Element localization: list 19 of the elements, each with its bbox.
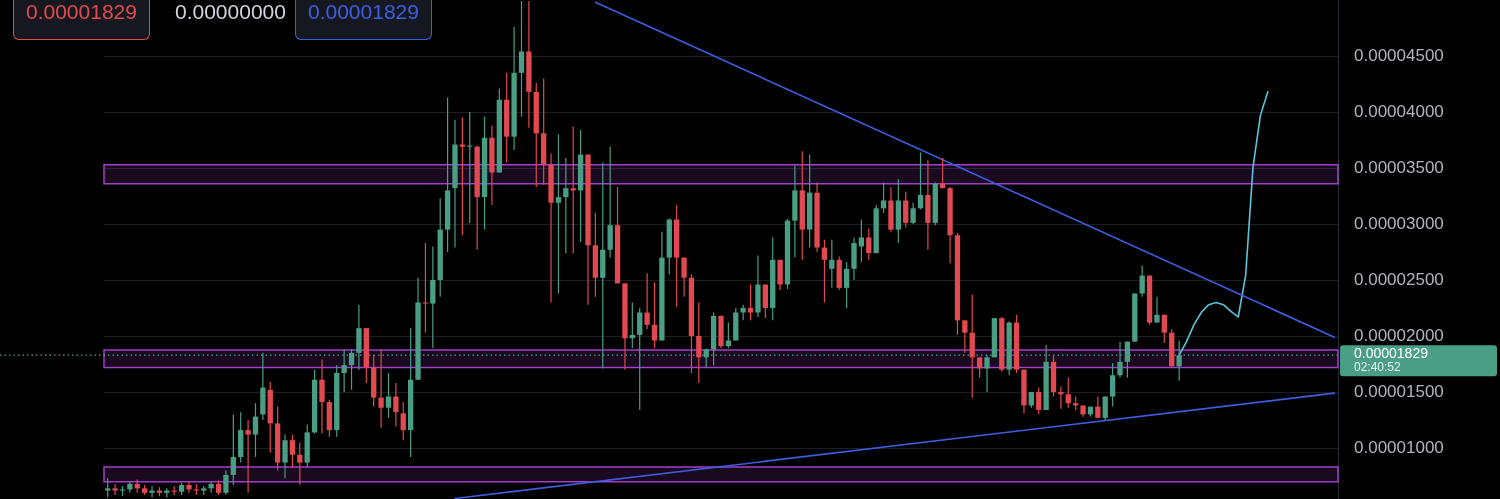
text: 02:40:52	[1354, 360, 1402, 375]
candlestick	[112, 483, 118, 496]
y-tick-label: 0.00003500	[1354, 157, 1444, 177]
annotation: 0.00000000	[174, 0, 287, 25]
y-tick-label: 0.00002000	[1354, 325, 1444, 345]
candlestick	[474, 145, 480, 251]
y-tick-label: 0.00002500	[1354, 269, 1444, 289]
annotation: 0.00001829	[295, 0, 432, 40]
annotation: 0.00001829	[13, 0, 150, 40]
candlestick	[105, 477, 111, 498]
y-tick-label: 0.00004500	[1354, 45, 1444, 65]
y-tick-label: 0.00001000	[1354, 437, 1444, 457]
y-tick-label: 0.00003000	[1354, 213, 1444, 233]
y-tick-label: 0.00001500	[1354, 381, 1444, 401]
y-tick-label: 0.00004000	[1354, 101, 1444, 121]
candlestick	[459, 117, 466, 236]
ref-line-label: 0.00001829	[1354, 345, 1429, 362]
candlestick	[422, 242, 429, 334]
candlestick	[962, 319, 968, 354]
